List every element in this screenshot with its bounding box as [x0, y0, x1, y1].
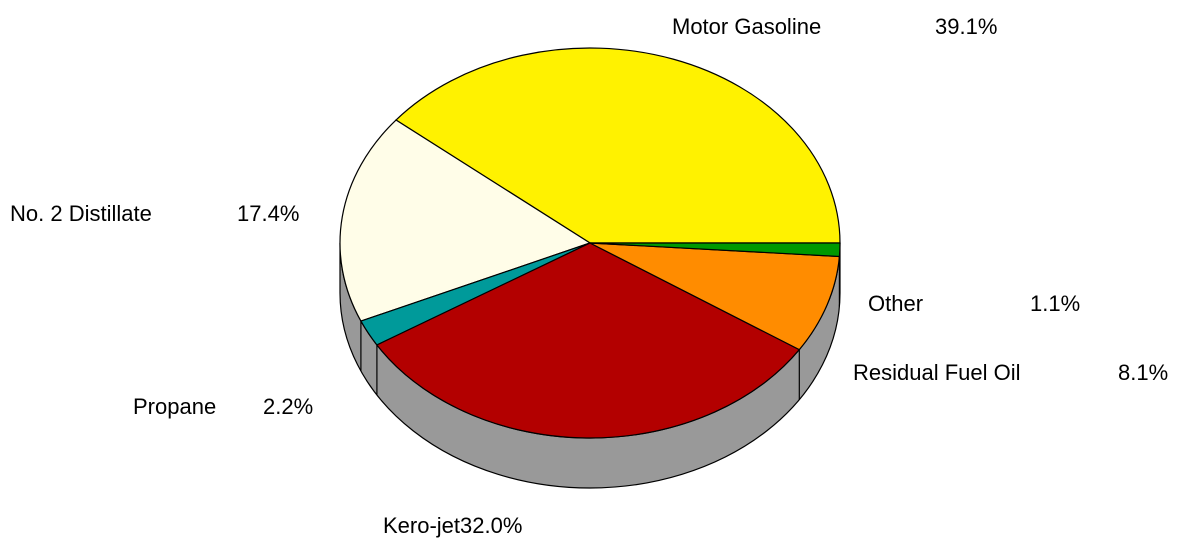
- slice-value-label: 2.2%: [263, 394, 313, 419]
- slice-value-label: 8.1%: [1118, 360, 1168, 385]
- slice-value-label: 17.4%: [237, 201, 299, 226]
- slice-label: Residual Fuel Oil: [853, 360, 1021, 385]
- slice-label: Propane: [133, 394, 216, 419]
- slice-label: Motor Gasoline: [672, 14, 821, 39]
- slice-value-label: 32.0%: [460, 513, 522, 538]
- slice-value-label: 39.1%: [935, 14, 997, 39]
- slice-value-label: 1.1%: [1030, 291, 1080, 316]
- pie-slice: [589, 242, 841, 258]
- pie-slice: [375, 242, 801, 439]
- slice-label: No. 2 Distillate: [10, 201, 152, 226]
- slice-label: Kero-jet: [383, 513, 460, 538]
- pie-slice: [395, 47, 841, 244]
- slice-label: Other: [868, 291, 923, 316]
- pie-slice: [339, 119, 592, 322]
